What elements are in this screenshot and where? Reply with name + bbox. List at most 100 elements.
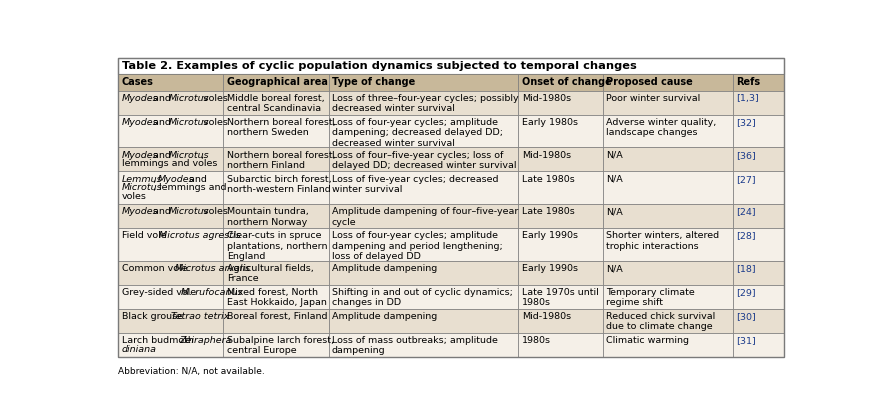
Bar: [224, 261, 328, 285]
Text: [36]: [36]: [736, 151, 756, 160]
Text: Middle boreal forest,
central Scandinavia: Middle boreal forest, central Scandinavi…: [227, 94, 325, 113]
Text: Cases: Cases: [121, 77, 153, 87]
Bar: [603, 91, 732, 115]
Text: Microtus: Microtus: [168, 207, 209, 216]
Text: [27]: [27]: [736, 175, 756, 183]
Bar: [603, 309, 732, 333]
Text: [32]: [32]: [736, 118, 756, 127]
Text: [30]: [30]: [736, 312, 756, 321]
Bar: [118, 74, 224, 91]
Text: lemmings and voles: lemmings and voles: [121, 159, 217, 168]
Text: M. rufocanus: M. rufocanus: [181, 288, 243, 297]
Bar: [224, 228, 328, 261]
Bar: [328, 309, 518, 333]
Text: Microtus: Microtus: [168, 118, 209, 127]
Text: Proposed cause: Proposed cause: [606, 77, 693, 87]
Text: Late 1980s: Late 1980s: [522, 207, 575, 216]
Bar: [118, 285, 224, 309]
Text: Amplitude dampening: Amplitude dampening: [332, 264, 437, 273]
Text: voles: voles: [200, 118, 228, 127]
Bar: [732, 333, 784, 357]
Bar: [328, 74, 518, 91]
Text: and: and: [150, 118, 174, 127]
Text: Early 1980s: Early 1980s: [522, 118, 577, 127]
Text: Early 1990s: Early 1990s: [522, 264, 577, 273]
Text: and: and: [150, 151, 174, 160]
Text: Larch budmoth: Larch budmoth: [121, 336, 196, 345]
Text: Climatic warming: Climatic warming: [606, 336, 689, 345]
Text: Tetrao tetrix: Tetrao tetrix: [172, 312, 230, 321]
Text: Loss of five-year cycles; decreased
winter survival: Loss of five-year cycles; decreased wint…: [332, 175, 498, 194]
Bar: [118, 228, 224, 261]
Bar: [328, 171, 518, 204]
Text: Loss of mass outbreaks; amplitude
dampening: Loss of mass outbreaks; amplitude dampen…: [332, 336, 498, 355]
Bar: [224, 333, 328, 357]
Text: Mid-1980s: Mid-1980s: [522, 312, 571, 321]
Text: Temporary climate
regime shift: Temporary climate regime shift: [606, 288, 695, 307]
Text: Boreal forest, Finland: Boreal forest, Finland: [227, 312, 327, 321]
Bar: [118, 333, 224, 357]
Bar: [224, 148, 328, 171]
Bar: [118, 115, 224, 148]
Bar: [732, 261, 784, 285]
Text: [29]: [29]: [736, 288, 756, 297]
Text: Field vole: Field vole: [121, 231, 169, 240]
Text: [24]: [24]: [736, 207, 756, 216]
Text: Common vole: Common vole: [121, 264, 190, 273]
Text: Poor winter survival: Poor winter survival: [606, 94, 700, 103]
Text: Amplitude dampening: Amplitude dampening: [332, 312, 437, 321]
Text: Abbreviation: N/A, not available.: Abbreviation: N/A, not available.: [118, 367, 265, 376]
Text: Shorter winters, altered
trophic interactions: Shorter winters, altered trophic interac…: [606, 231, 719, 251]
Bar: [328, 285, 518, 309]
Text: and: and: [150, 207, 174, 216]
Bar: [603, 74, 732, 91]
Bar: [518, 91, 603, 115]
Bar: [118, 261, 224, 285]
Text: Subarctic birch forest,
north-western Finland: Subarctic birch forest, north-western Fi…: [227, 175, 332, 194]
Bar: [732, 91, 784, 115]
Text: Loss of four–five-year cycles; loss of
delayed DD; decreased winter survival: Loss of four–five-year cycles; loss of d…: [332, 151, 517, 170]
Bar: [603, 115, 732, 148]
Bar: [518, 148, 603, 171]
Text: Mid-1980s: Mid-1980s: [522, 151, 571, 160]
Bar: [328, 91, 518, 115]
Text: Reduced chick survival
due to climate change: Reduced chick survival due to climate ch…: [606, 312, 715, 332]
Text: Adverse winter quality,
landscape changes: Adverse winter quality, landscape change…: [606, 118, 716, 137]
Text: Myodes: Myodes: [121, 151, 158, 160]
Text: [28]: [28]: [736, 231, 756, 240]
Text: Late 1970s until
1980s: Late 1970s until 1980s: [522, 288, 598, 307]
Text: Amplitude dampening of four–five-year
cycle: Amplitude dampening of four–five-year cy…: [332, 207, 518, 227]
Bar: [118, 58, 784, 74]
Bar: [732, 115, 784, 148]
Bar: [518, 333, 603, 357]
Text: ,: ,: [200, 151, 203, 160]
Text: Microtus: Microtus: [168, 94, 209, 103]
Bar: [328, 148, 518, 171]
Text: [1,3]: [1,3]: [736, 94, 759, 103]
Text: voles: voles: [200, 94, 228, 103]
Text: Loss of four-year cycles; amplitude
dampening and period lengthening;
loss of de: Loss of four-year cycles; amplitude damp…: [332, 231, 502, 261]
Bar: [224, 309, 328, 333]
Bar: [328, 204, 518, 228]
Bar: [732, 204, 784, 228]
Bar: [224, 74, 328, 91]
Text: Lemmus: Lemmus: [121, 175, 162, 183]
Bar: [224, 171, 328, 204]
Bar: [518, 261, 603, 285]
Bar: [603, 261, 732, 285]
Bar: [518, 285, 603, 309]
Text: Mixed forest, North
East Hokkaido, Japan: Mixed forest, North East Hokkaido, Japan: [227, 288, 326, 307]
Text: Mid-1980s: Mid-1980s: [522, 94, 571, 103]
Text: Type of change: Type of change: [332, 77, 415, 87]
Text: Myodes: Myodes: [121, 118, 158, 127]
Bar: [603, 171, 732, 204]
Text: N/A: N/A: [606, 151, 623, 160]
Text: Microtus: Microtus: [121, 183, 162, 192]
Text: 1980s: 1980s: [522, 336, 551, 345]
Text: [18]: [18]: [736, 264, 756, 273]
Bar: [732, 148, 784, 171]
Text: Microtus agrestis: Microtus agrestis: [158, 231, 240, 240]
Text: N/A: N/A: [606, 175, 623, 183]
Text: Agricultural fields,
France: Agricultural fields, France: [227, 264, 313, 284]
Bar: [518, 115, 603, 148]
